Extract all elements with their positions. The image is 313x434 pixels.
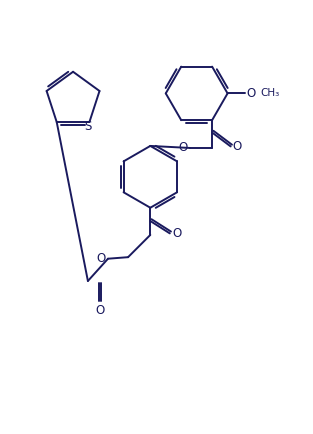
Text: O: O: [172, 227, 182, 240]
Text: S: S: [84, 120, 92, 133]
Text: O: O: [233, 140, 242, 153]
Text: O: O: [178, 141, 187, 155]
Text: O: O: [96, 252, 105, 265]
Text: O: O: [96, 304, 105, 317]
Text: CH₃: CH₃: [261, 89, 280, 99]
Text: O: O: [246, 87, 255, 100]
